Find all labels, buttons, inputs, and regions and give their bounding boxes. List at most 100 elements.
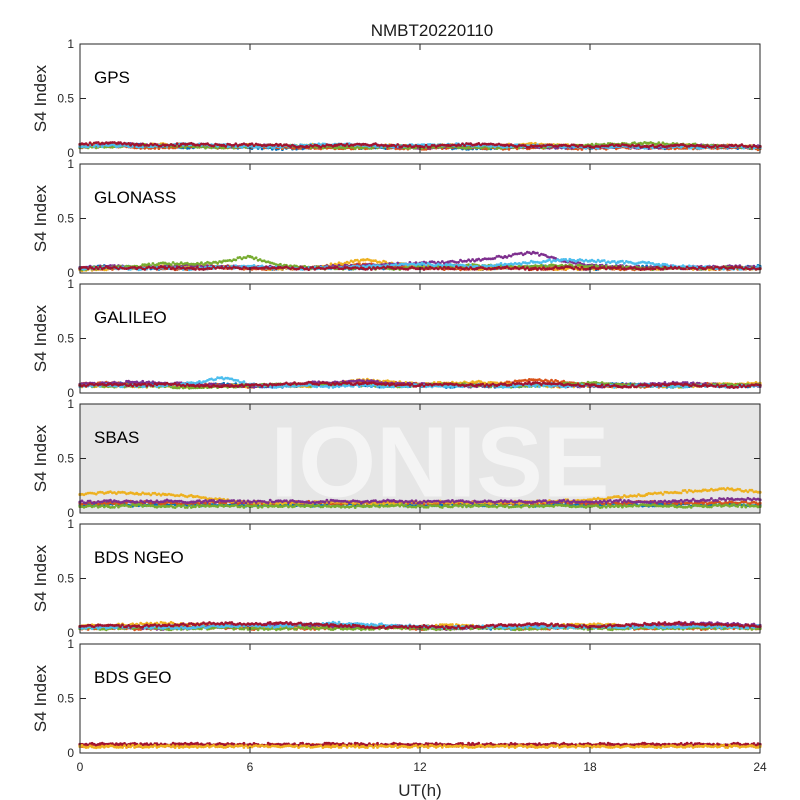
plot-area-galileo [80, 284, 760, 393]
series-dot [388, 144, 391, 148]
series-dot [422, 145, 426, 149]
series-dot [521, 265, 525, 269]
series-dot [218, 266, 222, 269]
series-dot [167, 146, 171, 150]
series-dot [473, 259, 476, 263]
series-dot [359, 266, 363, 270]
y-tick-label: 0.5 [57, 212, 74, 226]
series-dot [274, 142, 278, 146]
y-axis-label-gps: S4 Index [31, 64, 50, 132]
plot-area-gps [80, 44, 760, 153]
series-dot [643, 141, 646, 144]
series-dot [307, 268, 311, 271]
y-axis-label-glonass: S4 Index [31, 184, 50, 252]
series-dot [359, 258, 363, 262]
series-dot [189, 141, 193, 145]
series-dot [756, 267, 760, 271]
plot-area-glonass [80, 164, 760, 273]
series-dot [169, 263, 173, 266]
series-dot [218, 260, 222, 263]
series-dot [224, 145, 228, 148]
series-dot [175, 142, 179, 146]
series-dot [167, 265, 171, 268]
series-dot [572, 267, 576, 271]
series-dot [580, 148, 584, 151]
series-dot [210, 267, 213, 270]
series-dot [416, 262, 420, 266]
series-dot [614, 143, 618, 147]
series-dot [260, 147, 264, 151]
series-dot [469, 263, 472, 267]
series-dot [234, 142, 238, 146]
series-dot [529, 267, 533, 271]
series-dot [643, 268, 646, 271]
series-dot [444, 267, 448, 270]
series-dot [189, 262, 193, 266]
series-dot [246, 144, 250, 147]
series-dot [515, 147, 519, 151]
series-dot [457, 260, 460, 264]
series-dot [683, 267, 687, 271]
series-dot [359, 143, 363, 147]
series-dot [576, 147, 580, 151]
series-dot [200, 261, 203, 265]
series-dot [621, 259, 624, 263]
series-dot [728, 266, 731, 270]
series-dot [396, 143, 400, 146]
series-dot [558, 266, 561, 270]
series-dot [499, 262, 503, 265]
series-dot [501, 143, 505, 147]
series-dot [161, 143, 165, 147]
y-tick-label: 0.5 [57, 92, 74, 106]
series-dot [331, 266, 335, 269]
series-dot [347, 261, 351, 265]
series-dot [558, 259, 561, 263]
series-dot [173, 144, 177, 148]
series-dot [218, 143, 222, 147]
series-dot [699, 144, 703, 148]
series-dot [529, 144, 533, 148]
series-dot [345, 142, 349, 146]
series-dot [671, 144, 675, 148]
series-dot [671, 267, 675, 270]
series-dot [586, 144, 590, 148]
series-dot [254, 256, 258, 260]
series-dot [274, 267, 278, 270]
series-dot [651, 143, 655, 147]
series-dot [536, 251, 539, 255]
series-dot [359, 146, 363, 150]
series-dot [614, 261, 618, 265]
y-tick-label: 1 [67, 37, 74, 51]
panel-title-glonass: GLONASS [94, 188, 176, 207]
series-dot [388, 265, 391, 269]
series-dot [473, 143, 476, 147]
series-dot [586, 267, 590, 271]
series-dot [133, 143, 137, 147]
series-dot [529, 259, 533, 263]
series-dot [643, 261, 646, 264]
series-dot [548, 258, 551, 262]
series-dot [153, 147, 157, 150]
series-dot [728, 143, 731, 147]
series-dot [501, 256, 505, 260]
series-dot [699, 266, 703, 270]
series-dot [133, 266, 137, 269]
series-dot [657, 141, 661, 145]
series-dot [416, 267, 420, 271]
series-dot [453, 267, 456, 271]
series-dot [529, 252, 533, 256]
series-dot [507, 147, 511, 151]
series-dot [104, 265, 108, 268]
series-dot [246, 267, 250, 271]
y-tick-label: 1 [67, 157, 74, 171]
series-dot [444, 263, 448, 266]
figure-title: NMBT20220110 [371, 21, 494, 40]
series-dot [602, 259, 606, 262]
series-dot [586, 260, 590, 263]
series-dot [558, 144, 561, 147]
series-dot [473, 265, 476, 268]
